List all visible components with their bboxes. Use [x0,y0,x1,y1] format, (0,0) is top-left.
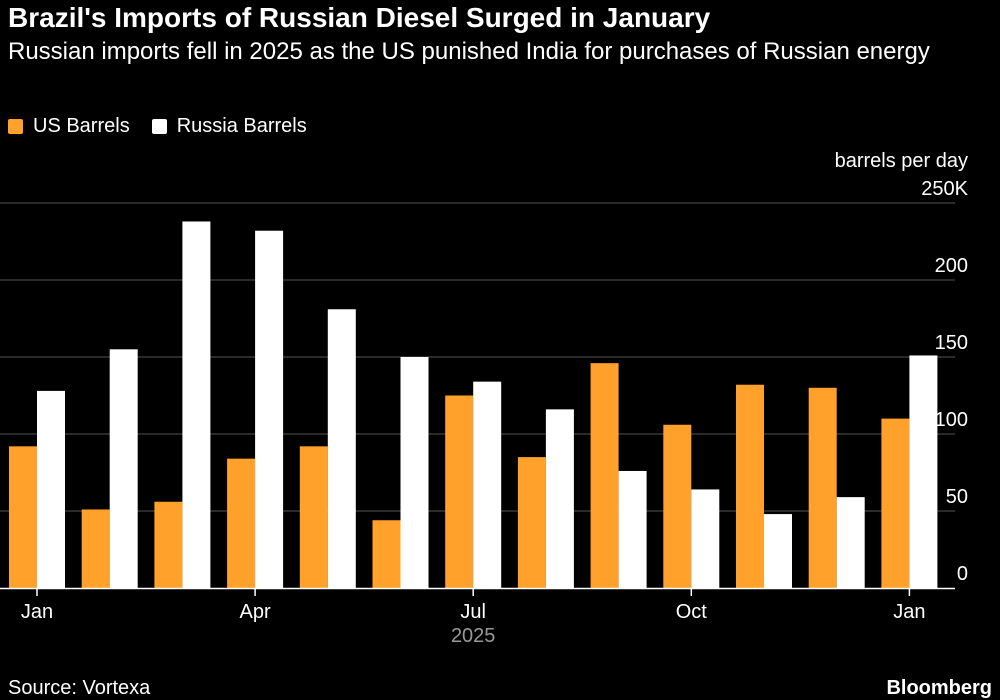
bar-us-5 [299,446,328,588]
legend-item-russia: Russia Barrels [151,115,307,138]
bar-us-6 [372,520,401,588]
legend-swatch-russia [151,119,167,134]
legend-label-russia: Russia Barrels [176,115,307,137]
bar-russia-13 [909,355,938,588]
legend-item-us: US Barrels [8,115,130,138]
bar-russia-3 [182,221,211,589]
bar-us-4 [227,458,256,588]
source-note: Source: Vortexa [8,677,151,699]
bar-us-11 [736,384,764,588]
bar-us-12 [808,387,837,588]
y-tick-label: 250K [921,178,968,200]
y-axis-unit-label: barrels per day [834,150,968,172]
bar-russia-7 [473,381,502,588]
legend-label-us: US Barrels [33,115,130,137]
y-tick-label: 200 [935,255,968,277]
bar-us-13 [881,418,910,588]
bar-russia-9 [618,470,647,588]
x-tick-label: Jul [460,601,486,623]
x-year-label: 2025 [451,625,496,647]
bar-us-3 [154,501,183,588]
bar-russia-12 [836,497,865,588]
bar-us-1 [9,446,37,588]
y-tick-label: 100 [935,409,968,431]
legend: US Barrels Russia Barrels [8,115,329,138]
bar-us-2 [81,509,110,588]
bar-us-7 [445,395,474,588]
bar-russia-4 [255,230,284,588]
bar-russia-11 [764,514,792,588]
x-tick-label: Jan [21,601,53,623]
y-tick-label: 150 [935,332,968,354]
bar-russia-6 [400,357,429,588]
bar-us-10 [663,424,692,588]
bar-russia-5 [327,309,356,588]
y-tick-label: 0 [957,563,968,585]
bar-russia-1 [37,390,65,588]
bar-us-9 [590,363,619,588]
bar-russia-8 [545,409,574,588]
x-tick-label: Oct [676,601,708,623]
chart-subtitle: Russian imports fell in 2025 as the US p… [8,38,930,65]
bloomberg-logo: Bloomberg [886,677,992,699]
bar-russia-2 [109,349,138,588]
legend-swatch-us [8,119,23,134]
bar-russia-10 [691,489,720,588]
chart-title: Brazil's Imports of Russian Diesel Surge… [8,2,711,33]
bar-us-8 [517,457,546,588]
y-tick-label: 50 [946,486,968,508]
x-tick-label: Apr [240,601,271,623]
x-tick-label: Jan [893,601,925,623]
